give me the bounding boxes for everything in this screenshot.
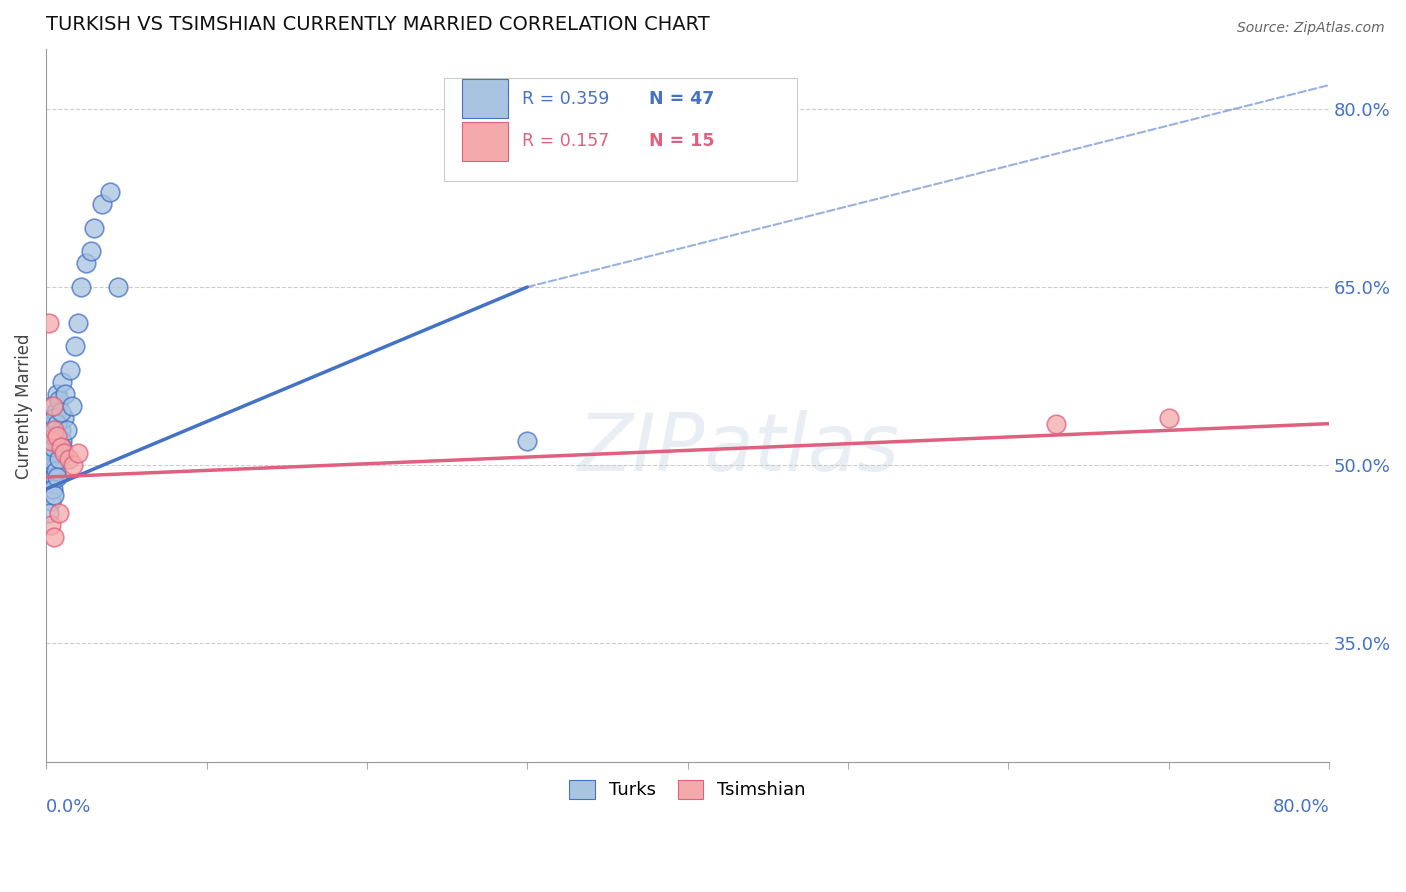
- Point: [39, 399, 62, 413]
- FancyBboxPatch shape: [444, 78, 797, 181]
- Point: [48, 506, 70, 520]
- Y-axis label: Currently Married: Currently Married: [15, 333, 32, 479]
- Point: [67, 316, 90, 330]
- Point: [45, 458, 67, 473]
- Point: [80, 244, 103, 259]
- Point: [44, 410, 66, 425]
- Point: [38, 452, 60, 467]
- Point: [44, 529, 66, 543]
- Text: ZIPatlas: ZIPatlas: [578, 409, 900, 488]
- Text: R = 0.359: R = 0.359: [522, 89, 609, 108]
- Point: [56, 423, 79, 437]
- Point: [41, 458, 63, 473]
- Point: [52, 410, 75, 425]
- Point: [60, 399, 83, 413]
- Point: [45, 446, 67, 460]
- FancyBboxPatch shape: [461, 122, 508, 161]
- Text: 80.0%: 80.0%: [1272, 797, 1329, 816]
- Text: 0.0%: 0.0%: [46, 797, 91, 816]
- Point: [91, 197, 114, 211]
- Point: [58, 452, 80, 467]
- Point: [55, 387, 77, 401]
- Point: [41, 399, 63, 413]
- Point: [44, 470, 66, 484]
- Point: [52, 446, 75, 460]
- Text: R = 0.157: R = 0.157: [522, 132, 609, 151]
- Point: [39, 517, 62, 532]
- Point: [48, 446, 70, 460]
- Point: [48, 392, 70, 407]
- Point: [51, 375, 73, 389]
- Point: [48, 452, 70, 467]
- Point: [49, 423, 72, 437]
- Point: [41, 482, 63, 496]
- Point: [39, 434, 62, 449]
- Point: [1157, 410, 1180, 425]
- Point: [45, 464, 67, 478]
- Point: [41, 417, 63, 431]
- Text: N = 15: N = 15: [650, 132, 714, 151]
- Point: [46, 434, 69, 449]
- Point: [70, 280, 93, 294]
- Point: [44, 410, 66, 425]
- Point: [51, 441, 73, 455]
- Point: [46, 417, 69, 431]
- Point: [49, 405, 72, 419]
- Text: TURKISH VS TSIMSHIAN CURRENTLY MARRIED CORRELATION CHART: TURKISH VS TSIMSHIAN CURRENTLY MARRIED C…: [46, 15, 710, 34]
- Point: [49, 441, 72, 455]
- FancyBboxPatch shape: [461, 79, 508, 118]
- Point: [67, 446, 90, 460]
- Point: [1045, 417, 1067, 431]
- Point: [39, 423, 62, 437]
- Text: N = 47: N = 47: [650, 89, 714, 108]
- Point: [44, 423, 66, 437]
- Point: [38, 316, 60, 330]
- Point: [46, 470, 69, 484]
- Point: [59, 363, 82, 377]
- Point: [39, 482, 62, 496]
- Point: [62, 458, 84, 473]
- Point: [107, 280, 129, 294]
- Point: [38, 434, 60, 449]
- Legend: Turks, Tsimshian: Turks, Tsimshian: [562, 772, 813, 806]
- Point: [45, 405, 67, 419]
- Point: [75, 256, 97, 270]
- Text: Source: ZipAtlas.com: Source: ZipAtlas.com: [1237, 21, 1385, 35]
- Point: [83, 220, 105, 235]
- Point: [38, 506, 60, 520]
- Point: [44, 488, 66, 502]
- Point: [46, 387, 69, 401]
- Point: [51, 434, 73, 449]
- Point: [41, 441, 63, 455]
- Point: [63, 339, 86, 353]
- Point: [46, 428, 69, 442]
- Point: [44, 428, 66, 442]
- Point: [39, 494, 62, 508]
- Point: [516, 434, 538, 449]
- Point: [98, 185, 121, 199]
